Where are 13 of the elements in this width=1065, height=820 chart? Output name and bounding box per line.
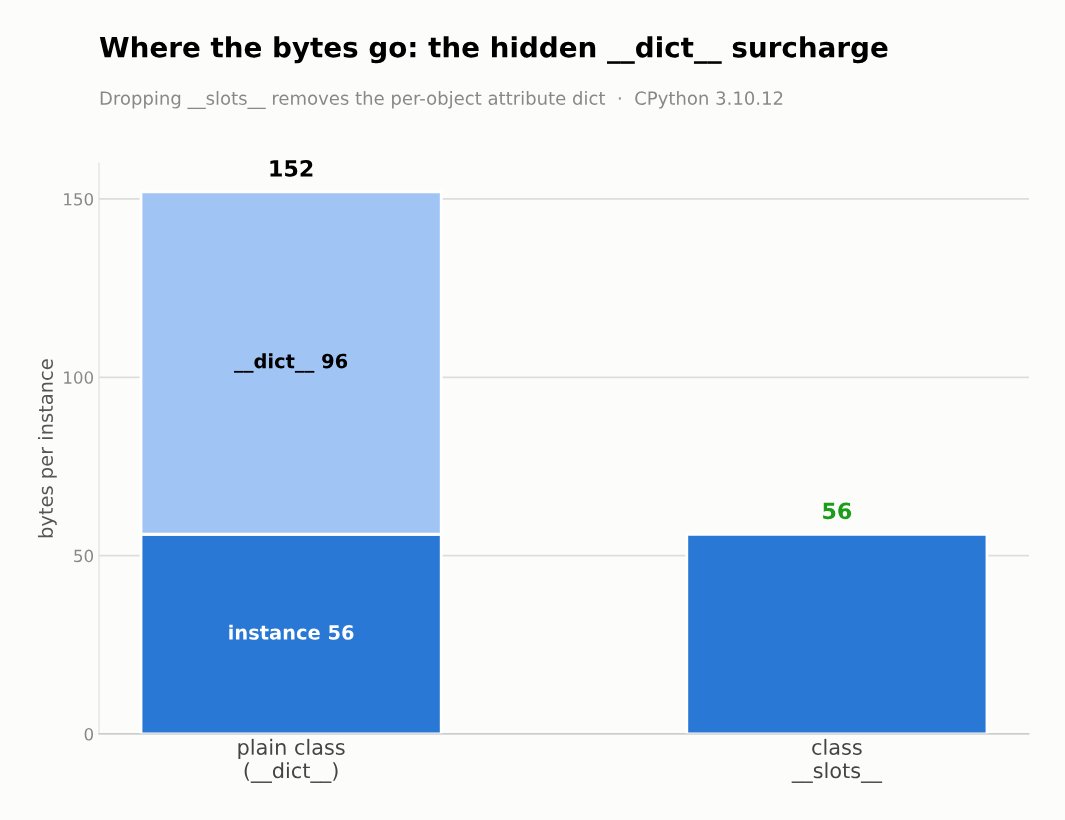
x-tick-label: plain class (__dict__) xyxy=(238,738,345,783)
x-tick-label: class __slots__ xyxy=(791,738,883,783)
y-tick-label: 50 xyxy=(74,549,94,563)
data-label: instance 56 xyxy=(229,624,354,640)
chart-title: Where the bytes go: the hidden __dict__ surcharge xyxy=(99,36,888,64)
total-label: 56 xyxy=(823,502,852,520)
chart-subtitle: Dropping __slots__ removes the per-object attribute dict · CPython 3.10.12 xyxy=(100,91,783,109)
y-tick-label: 150 xyxy=(64,192,94,206)
y-tick-label: 0 xyxy=(84,727,94,741)
total-label: 152 xyxy=(270,160,313,177)
data-label: __dict__ 96 xyxy=(234,353,348,373)
y-tick-label: 100 xyxy=(64,371,94,384)
y-axis-title: bytes per instance xyxy=(37,359,57,538)
